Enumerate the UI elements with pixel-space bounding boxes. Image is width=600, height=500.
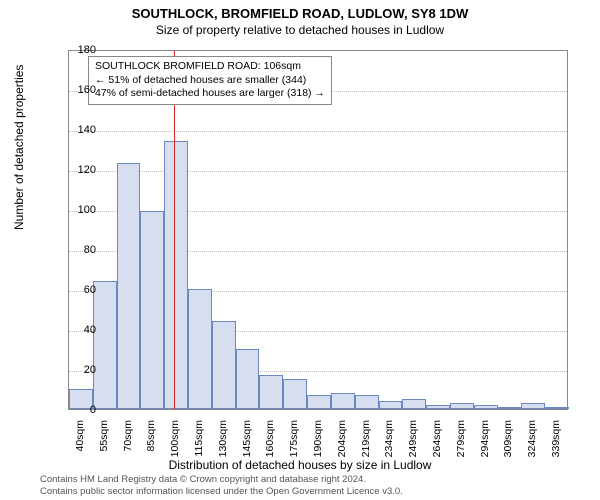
xtick-label: 294sqm (479, 420, 491, 468)
histogram-bar (521, 403, 545, 409)
xtick-label: 100sqm (169, 420, 181, 468)
xtick-label: 339sqm (550, 420, 562, 468)
xtick-label: 115sqm (193, 420, 205, 468)
histogram-bar (212, 321, 236, 409)
xtick-label: 130sqm (217, 420, 229, 468)
annotation-line-1: SOUTHLOCK BROMFIELD ROAD: 106sqm (95, 60, 325, 74)
y-axis-label: Number of detached properties (12, 65, 26, 230)
ytick-label: 40 (56, 324, 96, 336)
histogram-bar (331, 393, 355, 409)
histogram-bar (355, 395, 379, 409)
histogram-bar (307, 395, 331, 409)
xtick-label: 160sqm (264, 420, 276, 468)
histogram-bar (236, 349, 260, 409)
xtick-label: 309sqm (502, 420, 514, 468)
xtick-label: 279sqm (455, 420, 467, 468)
histogram-bar (450, 403, 474, 409)
xtick-label: 190sqm (312, 420, 324, 468)
xtick-label: 264sqm (431, 420, 443, 468)
histogram-bar (188, 289, 212, 409)
xtick-label: 249sqm (407, 420, 419, 468)
xtick-label: 324sqm (526, 420, 538, 468)
histogram-bar (474, 405, 498, 409)
ytick-label: 60 (56, 284, 96, 296)
xtick-label: 85sqm (145, 420, 157, 468)
footer: Contains HM Land Registry data © Crown c… (40, 474, 403, 497)
ytick-label: 80 (56, 244, 96, 256)
histogram-bar (283, 379, 307, 409)
xtick-label: 219sqm (360, 420, 372, 468)
histogram-bar (259, 375, 283, 409)
ytick-label: 160 (56, 84, 96, 96)
histogram-bar (379, 401, 403, 409)
annotation-line-2: ← 51% of detached houses are smaller (34… (95, 74, 325, 88)
ytick-label: 0 (56, 404, 96, 416)
xtick-label: 175sqm (288, 420, 300, 468)
xtick-label: 204sqm (336, 420, 348, 468)
title-main: SOUTHLOCK, BROMFIELD ROAD, LUDLOW, SY8 1… (0, 0, 600, 21)
footer-line-2: Contains public sector information licen… (40, 486, 403, 497)
xtick-label: 234sqm (383, 420, 395, 468)
histogram-bar (402, 399, 426, 409)
xtick-label: 40sqm (74, 420, 86, 468)
title-sub: Size of property relative to detached ho… (0, 21, 600, 37)
ytick-label: 100 (56, 204, 96, 216)
ytick-label: 20 (56, 364, 96, 376)
footer-line-1: Contains HM Land Registry data © Crown c… (40, 474, 403, 485)
ytick-label: 180 (56, 44, 96, 56)
gridline (69, 131, 567, 132)
annotation-box: SOUTHLOCK BROMFIELD ROAD: 106sqm ← 51% o… (88, 56, 332, 105)
annotation-line-3: 47% of semi-detached houses are larger (… (95, 87, 325, 101)
histogram-bar (426, 405, 450, 409)
histogram-bar (117, 163, 141, 409)
histogram-bar (164, 141, 188, 409)
ytick-label: 120 (56, 164, 96, 176)
ytick-label: 140 (56, 124, 96, 136)
histogram-bar (140, 211, 164, 409)
chart-container: SOUTHLOCK, BROMFIELD ROAD, LUDLOW, SY8 1… (0, 0, 600, 500)
xtick-label: 55sqm (98, 420, 110, 468)
histogram-bar (545, 407, 569, 409)
gridline (69, 171, 567, 172)
xtick-label: 70sqm (122, 420, 134, 468)
histogram-bar (93, 281, 117, 409)
histogram-bar (498, 407, 522, 409)
xtick-label: 145sqm (241, 420, 253, 468)
